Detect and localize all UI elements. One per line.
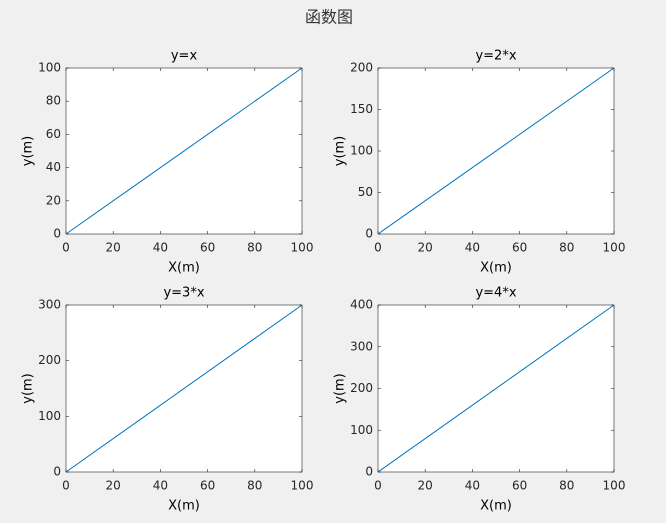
x-tick-label: 80	[247, 479, 262, 493]
y-axis-label: y(m)	[21, 373, 36, 404]
x-tick-label: 100	[291, 479, 314, 493]
x-tick-label: 0	[62, 241, 70, 255]
x-tick-label: 60	[512, 241, 527, 255]
x-tick-label: 100	[603, 479, 626, 493]
x-tick-label: 60	[512, 479, 527, 493]
y-axis-label: y(m)	[333, 136, 348, 167]
x-tick-label: 100	[603, 241, 626, 255]
x-tick-label: 40	[153, 241, 168, 255]
x-tick-label: 0	[374, 241, 382, 255]
figure-title: 函数图	[305, 8, 353, 27]
x-tick-label: 20	[106, 479, 121, 493]
x-tick-label: 80	[559, 241, 574, 255]
line	[377, 67, 615, 235]
x-tick-label: 20	[418, 241, 433, 255]
subplot-title: y=4*x	[475, 286, 516, 301]
y-tick-label: 200	[350, 381, 373, 395]
x-axis-label: X(m)	[168, 499, 200, 514]
x-tick-label: 20	[106, 241, 121, 255]
y-tick-label: 150	[350, 102, 373, 116]
y-tick-label: 0	[365, 465, 373, 479]
y-tick-label: 20	[46, 193, 61, 207]
y-tick-label: 100	[38, 61, 61, 75]
x-tick-label: 0	[374, 479, 382, 493]
x-tick-label: 40	[465, 479, 480, 493]
y-tick-label: 300	[350, 339, 373, 353]
y-tick-label: 0	[365, 227, 373, 241]
y-tick-label: 100	[350, 144, 373, 158]
x-tick-label: 60	[200, 479, 215, 493]
y-tick-label: 100	[350, 423, 373, 437]
x-tick-label: 0	[62, 479, 70, 493]
subplot-title: y=x	[171, 49, 198, 64]
y-tick-label: 80	[46, 94, 61, 108]
y-tick-label: 100	[38, 409, 61, 423]
x-axis-label: X(m)	[480, 261, 512, 276]
x-tick-label: 60	[200, 241, 215, 255]
x-tick-label: 100	[291, 241, 314, 255]
x-tick-label: 80	[247, 241, 262, 255]
line	[377, 304, 615, 473]
subplot-title: y=2*x	[475, 49, 516, 64]
y-axis-label: y(m)	[21, 136, 36, 167]
x-tick-label: 40	[153, 479, 168, 493]
x-tick-label: 40	[465, 241, 480, 255]
x-axis-label: X(m)	[168, 261, 200, 276]
y-tick-label: 50	[358, 185, 373, 199]
y-tick-label: 40	[46, 160, 61, 174]
y-axis-label: y(m)	[333, 373, 348, 404]
y-tick-label: 400	[350, 298, 373, 312]
y-tick-label: 200	[350, 61, 373, 75]
line	[65, 304, 303, 473]
x-axis-label: X(m)	[480, 499, 512, 514]
y-tick-label: 0	[53, 465, 61, 479]
line	[65, 67, 303, 235]
y-tick-label: 200	[38, 353, 61, 367]
x-tick-label: 20	[418, 479, 433, 493]
subplot-title: y=3*x	[163, 286, 204, 301]
y-tick-label: 300	[38, 298, 61, 312]
x-tick-label: 80	[559, 479, 574, 493]
y-tick-label: 0	[53, 227, 61, 241]
y-tick-label: 60	[46, 127, 61, 141]
